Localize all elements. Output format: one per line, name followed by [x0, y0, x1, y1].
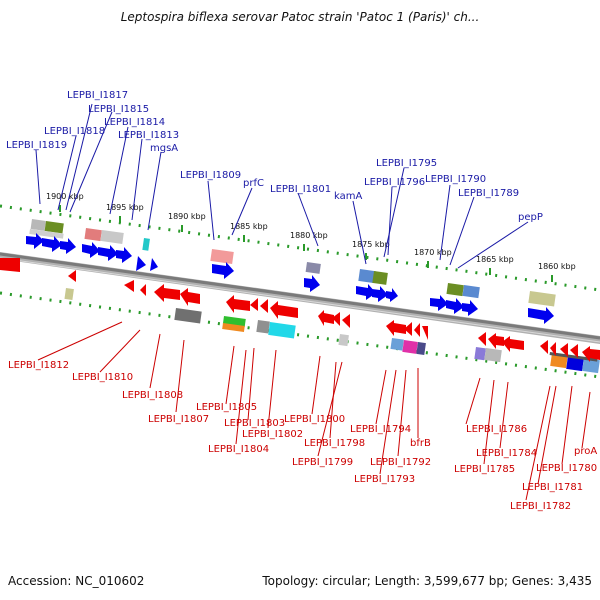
- forward-gene-labels: LEPBI_I1817LEPBI_I1815LEPBI_I1814LEPBI_I…: [6, 90, 543, 223]
- forward-gene-label: LEPBI_I1818: [44, 126, 105, 137]
- scale-tick-label: 1860 kbp: [538, 262, 576, 271]
- scale-tick-label: 1895 kbp: [106, 203, 144, 212]
- forward-leader-lines: [35, 103, 529, 269]
- backbone: [0, 252, 600, 344]
- reverse-leader-lines: [37, 321, 591, 501]
- forward-gene-label: kamA: [334, 191, 362, 202]
- reverse-genes: [0, 258, 600, 362]
- reverse-gene-label: LEPBI_I1810: [72, 372, 133, 383]
- reverse-gene-label: LEPBI_I1807: [148, 414, 209, 425]
- reverse-gene-label: LEPBI_I1786: [466, 424, 527, 435]
- feature-blocks: [29, 219, 600, 374]
- forward-gene-label: LEPBI_I1795: [376, 158, 437, 169]
- reverse-gene-label: LEPBI_I1805: [196, 402, 257, 413]
- map-title: Leptospira biflexa serovar Patoc strain …: [120, 10, 480, 24]
- reverse-gene-label: LEPBI_I1808: [122, 390, 183, 401]
- reverse-gene-label: LEPBI_I1784: [476, 448, 537, 459]
- reverse-gene-label: LEPBI_I1802: [242, 429, 303, 440]
- reverse-gene-label: LEPBI_I1804: [208, 444, 269, 455]
- reverse-gene-label: LEPBI_I1785: [454, 464, 515, 475]
- reverse-gene-label: LEPBI_I1803: [224, 418, 285, 429]
- reverse-gene-label: LEPBI_I1794: [350, 424, 411, 435]
- reverse-gene-label: LEPBI_I1799: [292, 457, 353, 468]
- genome-summary-text: Topology: circular; Length: 3,599,677 bp…: [262, 574, 592, 588]
- reverse-gene-label: proA: [574, 446, 597, 457]
- scale-tick-label: 1890 kbp: [168, 212, 206, 221]
- reverse-gene-label: bfrB: [410, 438, 431, 449]
- scale-tick-label: 1885 kbp: [230, 222, 268, 231]
- reverse-gene-label: LEPBI_I1780: [536, 463, 597, 474]
- scale-tick-label: 1875 kbp: [352, 240, 390, 249]
- forward-gene-label: pepP: [518, 212, 543, 223]
- reverse-gene-label: LEPBI_I1781: [522, 482, 583, 493]
- reverse-gene-label: LEPBI_I1782: [510, 501, 571, 512]
- reverse-gene-label: LEPBI_I1792: [370, 457, 431, 468]
- forward-gene-label: prfC: [243, 178, 264, 189]
- scale-ticks: 1900 kbp 1895 kbp 1890 kbp 1885 kbp 1880 kbp…: [46, 192, 576, 282]
- forward-gene-label: LEPBI_I1817: [67, 90, 128, 101]
- scale-tick-label: 1865 kbp: [476, 255, 514, 264]
- forward-gene-label: LEPBI_I1814: [104, 117, 165, 128]
- forward-gene-label: LEPBI_I1790: [425, 174, 486, 185]
- forward-gene-label: LEPBI_I1813: [118, 130, 179, 141]
- reverse-gene-label: LEPBI_I1793: [354, 474, 415, 485]
- reverse-gene-label: LEPBI_I1812: [8, 360, 69, 371]
- dotted-tracks: [0, 204, 600, 379]
- forward-genes: [26, 233, 554, 324]
- forward-gene-label: LEPBI_I1796: [364, 177, 425, 188]
- scale-tick-label: 1870 kbp: [414, 248, 452, 257]
- forward-gene-label: LEPBI_I1801: [270, 184, 331, 195]
- reverse-gene-label: LEPBI_I1798: [304, 438, 365, 449]
- scale-tick-label: 1880 kbp: [290, 231, 328, 240]
- forward-gene-label: LEPBI_I1789: [458, 188, 519, 199]
- forward-gene-label: LEPBI_I1815: [88, 104, 149, 115]
- forward-gene-label: mgsA: [150, 143, 178, 154]
- reverse-gene-label: LEPBI_I1800: [284, 414, 345, 425]
- forward-gene-label: LEPBI_I1819: [6, 140, 67, 151]
- forward-gene-label: LEPBI_I1809: [180, 170, 241, 181]
- scale-tick-label: 1900 kbp: [46, 192, 84, 201]
- accession-text: Accession: NC_010602: [8, 574, 145, 588]
